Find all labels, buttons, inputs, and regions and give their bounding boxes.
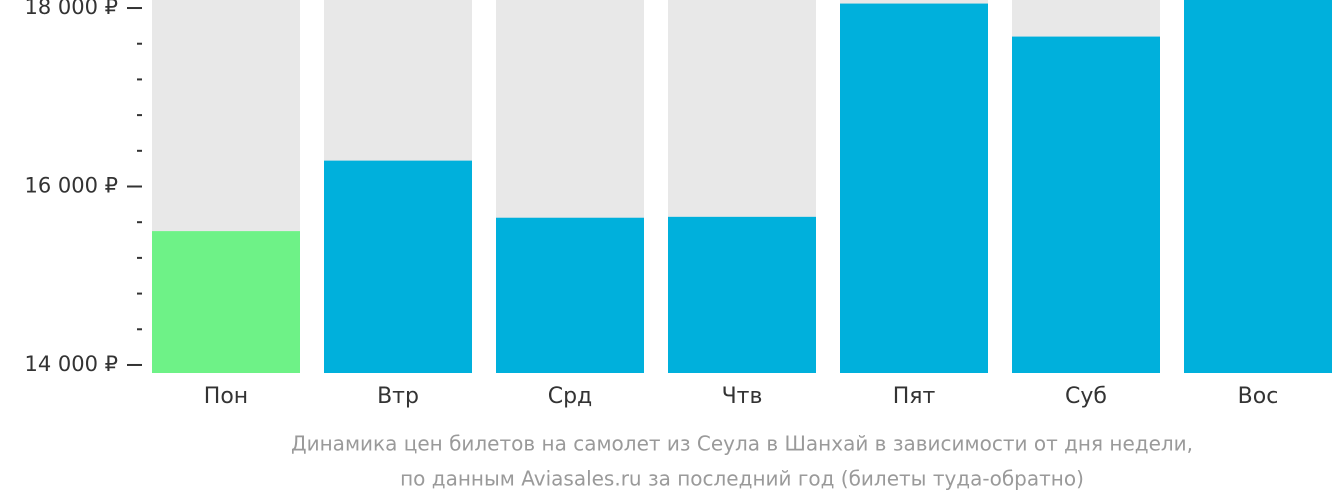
x-tick-label: Суб — [1065, 384, 1107, 409]
chart-subtitle: по данным Aviasales.ru за последний год … — [400, 467, 1084, 491]
chart-title: Динамика цен билетов на самолет из Сеула… — [291, 432, 1193, 456]
y-tick-label: 16 000 ₽ — [24, 174, 118, 198]
bar — [324, 160, 472, 373]
x-tick-label: Срд — [548, 384, 593, 409]
x-tick-label: Вос — [1238, 384, 1279, 409]
bar — [668, 216, 816, 373]
bar — [1184, 0, 1332, 373]
bar — [152, 231, 300, 373]
x-tick-label: Пят — [893, 384, 936, 409]
x-tick-label: Втр — [377, 384, 419, 409]
y-tick-label: 18 000 ₽ — [24, 0, 118, 19]
bar — [496, 217, 644, 373]
bar — [840, 3, 988, 374]
bar — [1012, 36, 1160, 374]
x-tick-label: Чтв — [722, 384, 763, 409]
x-tick-label: Пон — [204, 384, 248, 409]
y-tick-label: 14 000 ₽ — [24, 352, 118, 376]
